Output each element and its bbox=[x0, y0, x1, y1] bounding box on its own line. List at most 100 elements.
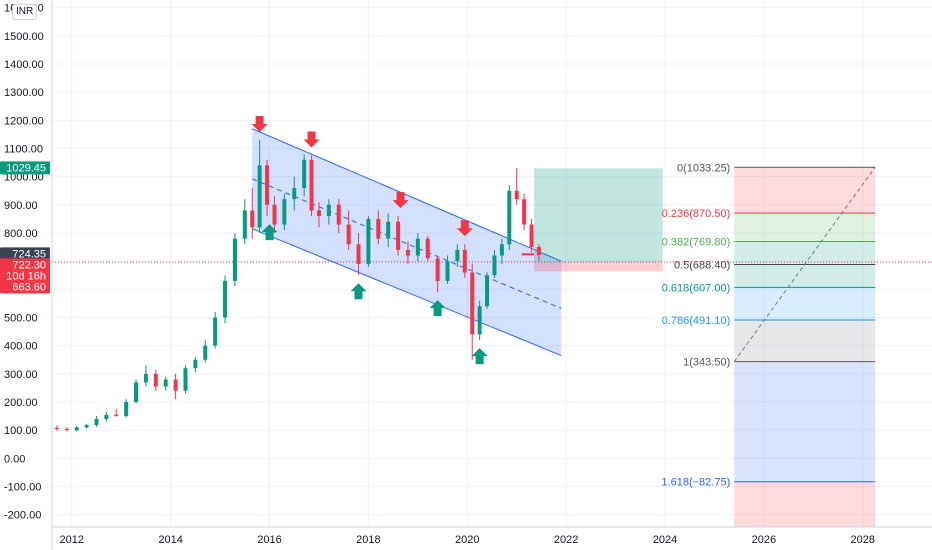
candle-body bbox=[94, 418, 99, 426]
candle-body bbox=[193, 359, 198, 369]
candle-body bbox=[232, 238, 237, 281]
candle-body bbox=[163, 379, 168, 387]
fib-zone bbox=[734, 481, 876, 527]
x-tick-label: 2014 bbox=[158, 534, 182, 546]
x-tick-label: 2018 bbox=[356, 534, 380, 546]
candle-body bbox=[507, 190, 512, 245]
candle-body bbox=[455, 249, 460, 262]
candle-body bbox=[425, 238, 430, 259]
sell-arrow-icon bbox=[456, 220, 473, 237]
buy-arrow-icon bbox=[429, 300, 446, 317]
price-badge-label: 10d 16h bbox=[6, 270, 46, 282]
price-badge bbox=[0, 247, 50, 261]
y-tick-label: 1400.00 bbox=[4, 59, 44, 71]
fib-level-label: 0(1033.25) bbox=[677, 162, 730, 174]
y-tick-label: 1000.00 bbox=[4, 172, 44, 184]
fib-level-label: 0.382(769.80) bbox=[662, 237, 731, 249]
candle-body bbox=[356, 244, 361, 264]
fib-zone bbox=[734, 241, 876, 265]
fib-zone bbox=[734, 213, 876, 242]
x-tick-label: 2012 bbox=[60, 534, 84, 546]
candle-body bbox=[64, 429, 69, 431]
x-tick-label: 2022 bbox=[554, 534, 578, 546]
candle-body bbox=[405, 249, 410, 256]
candle-body bbox=[213, 317, 218, 346]
price-badge-label: 724.35 bbox=[12, 248, 46, 260]
candle-body bbox=[396, 221, 401, 250]
position-box[interactable] bbox=[521, 168, 663, 272]
price-badge bbox=[0, 258, 50, 272]
y-tick-label: 500.00 bbox=[4, 313, 38, 325]
candle-body bbox=[485, 275, 490, 307]
y-tick-label: 800.00 bbox=[4, 228, 38, 240]
x-tick-label: 2016 bbox=[257, 534, 281, 546]
candle-body bbox=[366, 218, 371, 264]
candle-body bbox=[336, 204, 341, 225]
candle-body bbox=[292, 187, 297, 200]
buy-arrow-icon bbox=[350, 283, 367, 300]
channel-lower-line bbox=[252, 228, 562, 357]
candle-body bbox=[250, 210, 255, 228]
currency-badge[interactable]: INR bbox=[12, 4, 38, 20]
candle-body bbox=[173, 379, 178, 391]
buy-arrow-icon bbox=[471, 348, 488, 365]
candle-body bbox=[272, 204, 277, 225]
candle-body bbox=[153, 373, 158, 387]
y-tick-label: 0.00 bbox=[4, 453, 25, 465]
signal-arrows bbox=[251, 116, 488, 365]
candle-body bbox=[124, 402, 129, 417]
candle-body bbox=[462, 249, 467, 273]
descending-channel[interactable] bbox=[252, 128, 562, 357]
sell-arrow-icon bbox=[251, 116, 268, 133]
candle-body bbox=[477, 306, 482, 335]
candle-body bbox=[282, 199, 287, 225]
candle-body bbox=[54, 427, 59, 430]
candle-body bbox=[265, 165, 270, 205]
candle-body bbox=[257, 165, 262, 228]
x-tick-label: 2024 bbox=[653, 534, 677, 546]
price-badge bbox=[0, 280, 50, 294]
candle-body bbox=[492, 255, 497, 276]
position-stop-zone bbox=[534, 262, 663, 272]
candle-body bbox=[326, 204, 331, 217]
candle-body bbox=[376, 218, 381, 239]
y-tick-label: -100.00 bbox=[4, 482, 41, 494]
fib-zone bbox=[734, 361, 876, 482]
grid bbox=[52, 0, 932, 527]
candle-body bbox=[84, 425, 89, 428]
fib-zone bbox=[734, 264, 876, 288]
fib-zone bbox=[734, 287, 876, 321]
candle-body bbox=[536, 247, 541, 255]
candles bbox=[52, 140, 932, 432]
y-tick-label: 400.00 bbox=[4, 341, 38, 353]
candle-body bbox=[415, 238, 420, 256]
fib-level-label: 0.786(491.10) bbox=[662, 315, 731, 327]
x-tick-label: 2020 bbox=[455, 534, 479, 546]
candle-body bbox=[470, 272, 475, 335]
x-tick-label: 2028 bbox=[851, 534, 875, 546]
candle-body bbox=[223, 280, 228, 318]
y-tick-label: 200.00 bbox=[4, 397, 38, 409]
sell-arrow-icon bbox=[303, 131, 320, 148]
x-tick-label: 2026 bbox=[752, 534, 776, 546]
candle-body bbox=[143, 373, 148, 383]
candle-body bbox=[346, 224, 351, 245]
candle-body bbox=[529, 224, 534, 248]
price-badge-label: 1029.45 bbox=[6, 162, 46, 174]
fib-level-label: 0.618(607.00) bbox=[662, 282, 731, 294]
fibonacci-retracement[interactable]: 0(1033.25) 0.236(870.50) 0.382(769.80) 0.5(… bbox=[661, 162, 876, 527]
candle-body bbox=[386, 221, 391, 239]
candle-body bbox=[514, 190, 519, 200]
candle-body bbox=[302, 159, 307, 188]
price-badge-label: 663.60 bbox=[12, 281, 46, 293]
candle-body bbox=[242, 210, 247, 239]
candle-body bbox=[104, 414, 109, 419]
candle-body bbox=[134, 382, 139, 403]
candle-body bbox=[435, 258, 440, 281]
fib-zone bbox=[734, 320, 876, 362]
candle-body bbox=[309, 159, 314, 211]
price-badge-label: 722.30 bbox=[12, 259, 46, 271]
